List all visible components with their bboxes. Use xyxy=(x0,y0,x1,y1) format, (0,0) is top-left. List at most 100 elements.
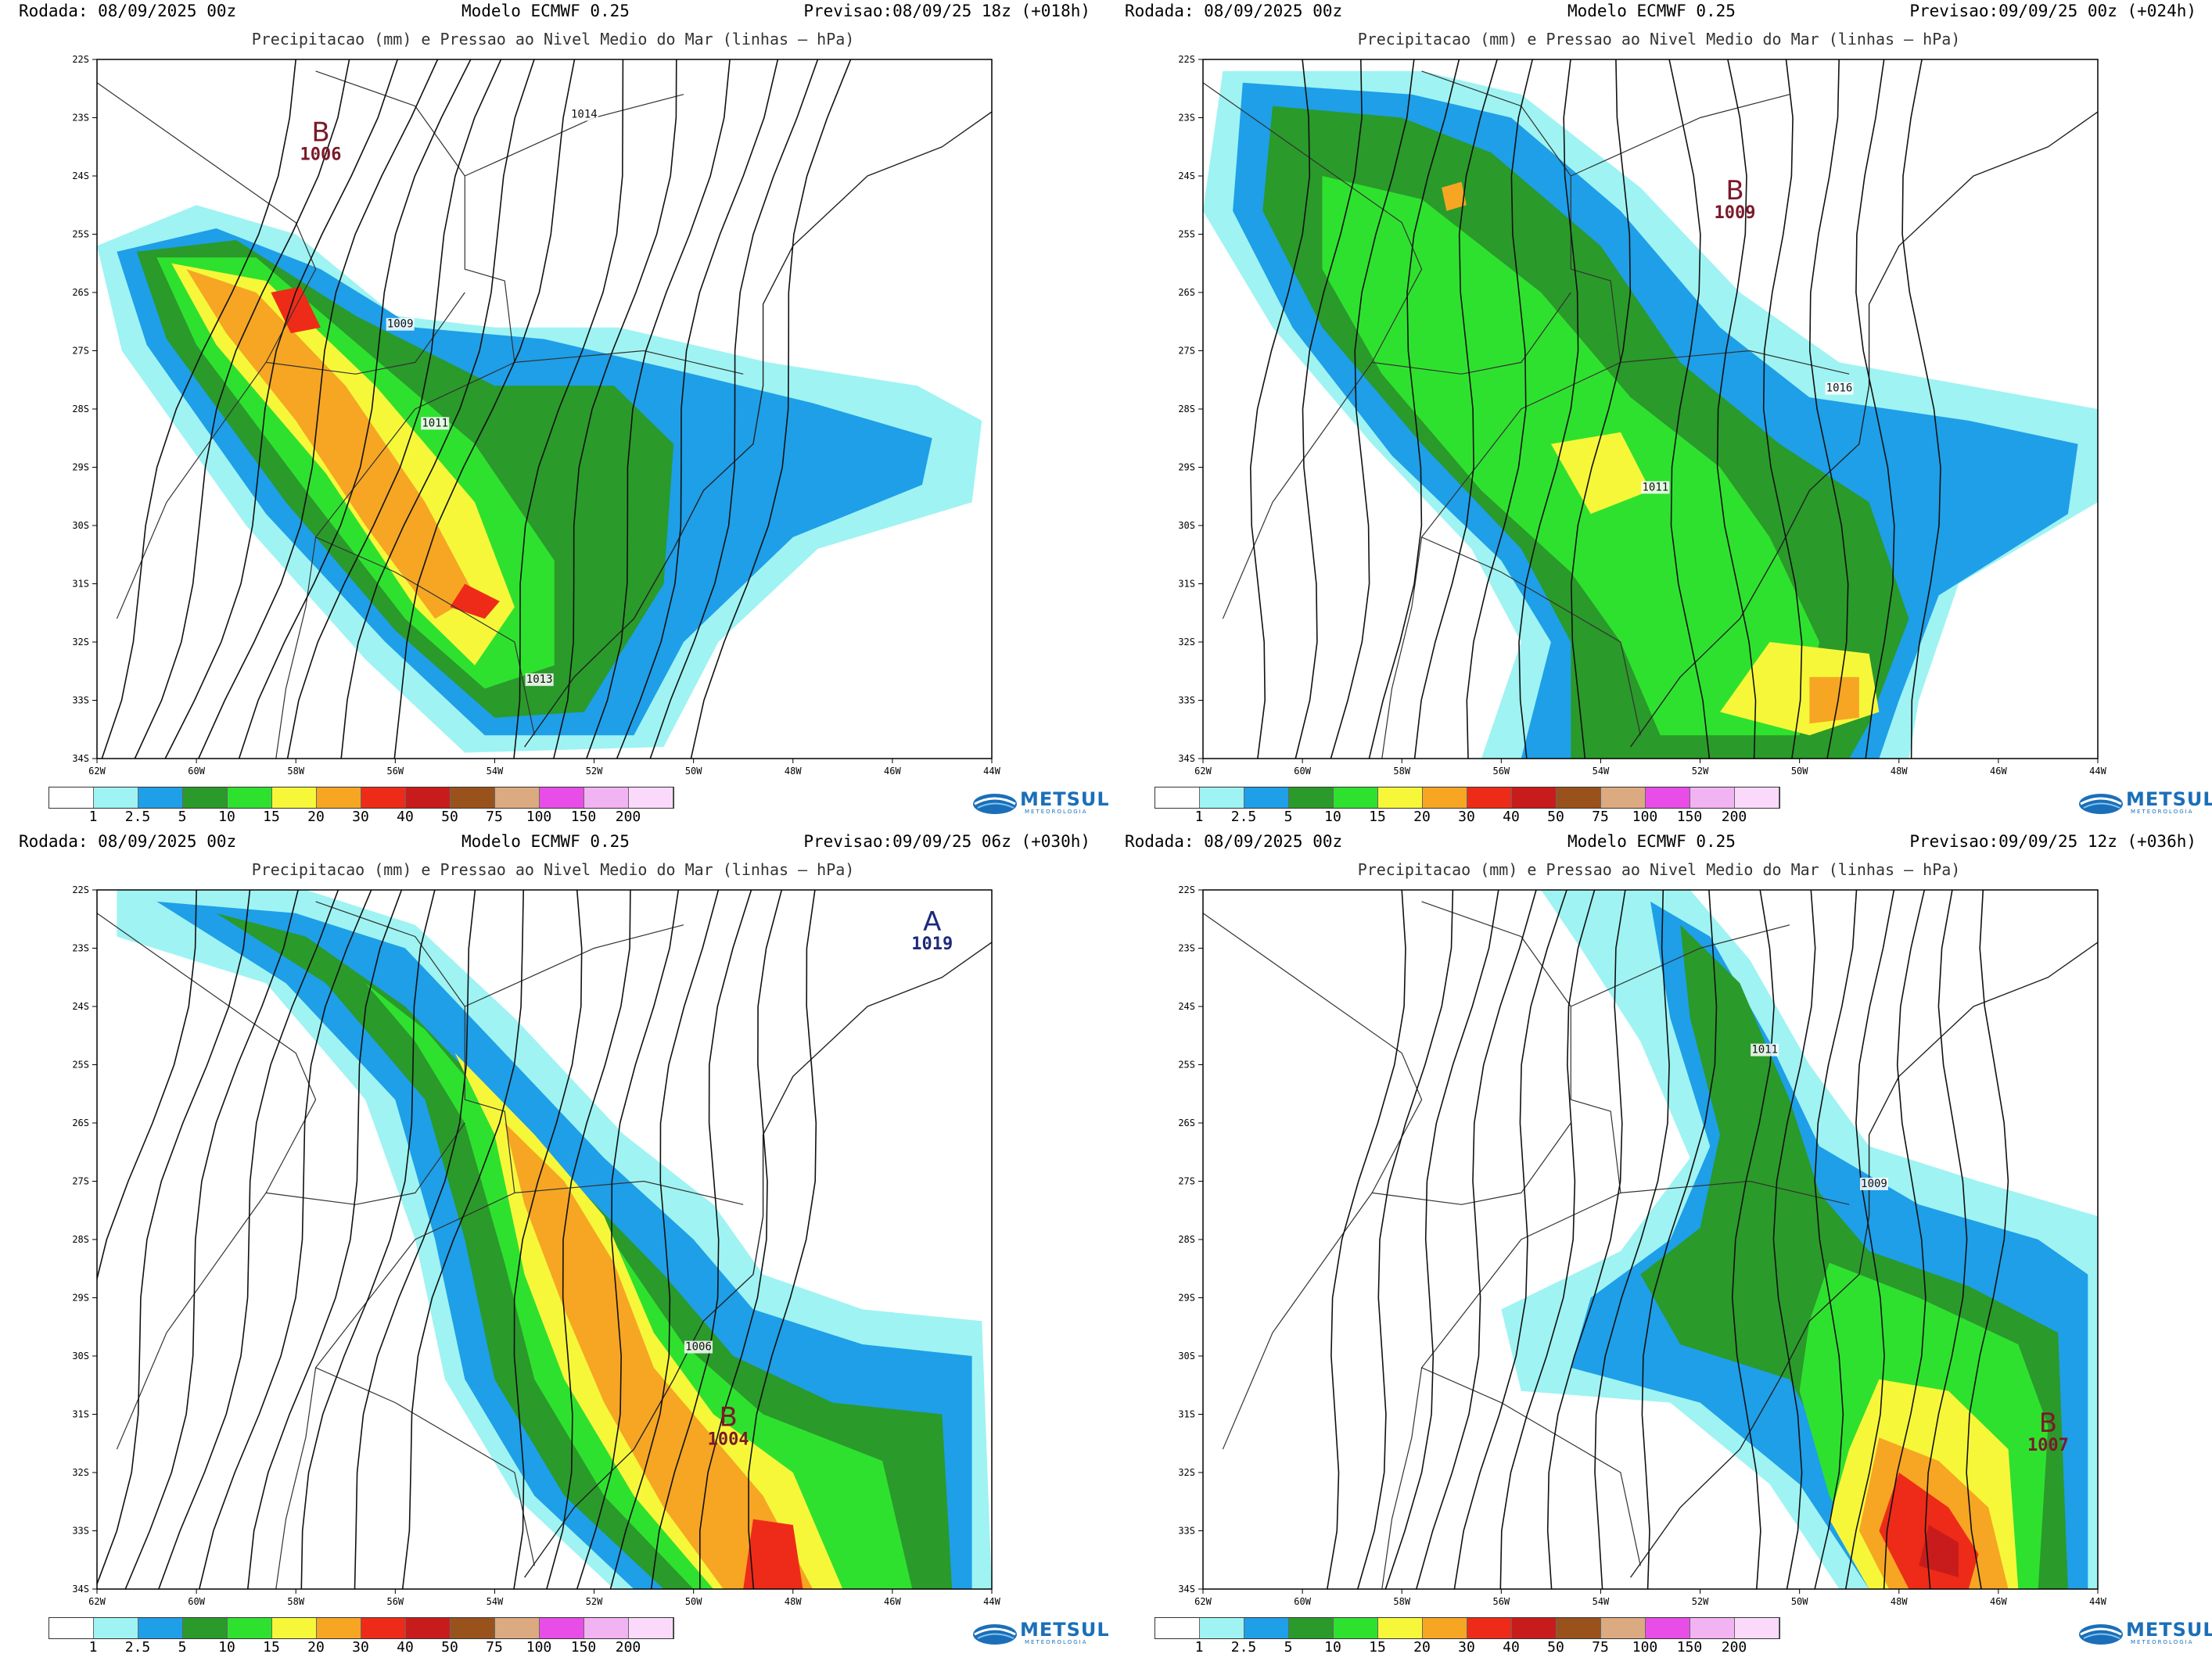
forecast-time-label: Previsao:08/09/25 18z (+018h) xyxy=(803,2,1090,20)
colorbar-swatch xyxy=(228,1618,272,1638)
coastline xyxy=(1630,111,2098,748)
isobar-line xyxy=(164,59,398,759)
colorbar-tick-label: 10 xyxy=(218,809,235,825)
lon-tick-label: 48W xyxy=(1891,766,1908,777)
precipitation-band xyxy=(271,286,321,334)
lat-tick-label: 28S xyxy=(1178,1234,1195,1245)
lat-tick-label: 25S xyxy=(1178,229,1195,240)
isobar-label: 1014 xyxy=(571,109,598,121)
lon-tick-label: 48W xyxy=(785,766,802,777)
isobar-label-bg xyxy=(569,108,598,121)
globe-icon xyxy=(973,1624,1017,1645)
country-border xyxy=(116,1193,267,1450)
isobar-line xyxy=(650,890,752,1589)
colorbar-swatch xyxy=(1512,1618,1557,1638)
country-border xyxy=(1620,350,1850,375)
colorbar-tick-label: 150 xyxy=(570,809,597,825)
colorbar-swatch xyxy=(183,787,228,808)
isobar-line xyxy=(1731,890,1775,1589)
lon-tick-label: 62W xyxy=(1194,1596,1212,1607)
colorbar-tick-label: 50 xyxy=(441,809,458,825)
colorbar-swatch xyxy=(451,787,495,808)
isobar-line xyxy=(199,890,372,1589)
coastline xyxy=(1630,942,2098,1578)
colorbar-swatch xyxy=(540,787,584,808)
lat-tick-label: 23S xyxy=(1178,113,1195,124)
colorbar-tick-label: 1 xyxy=(88,809,98,825)
colorbar-tick-label: 150 xyxy=(1676,1639,1703,1656)
logo-subtitle: METEOROLOGIA xyxy=(2131,1639,2194,1645)
lat-tick-label: 34S xyxy=(72,1584,89,1595)
country-border xyxy=(1571,94,1790,177)
country-border xyxy=(97,913,465,1205)
colorbar-swatch xyxy=(1467,1618,1512,1638)
lat-tick-label: 33S xyxy=(72,1526,89,1537)
isobar-line xyxy=(354,890,476,1589)
lon-tick-label: 44W xyxy=(983,1596,1000,1607)
colorbar-swatch xyxy=(451,1618,495,1638)
colorbar-tick-label: 20 xyxy=(1413,1639,1431,1656)
metsul-logo: METSUL METEOROLOGIA xyxy=(968,1614,1109,1650)
lon-tick-label: 58W xyxy=(1393,766,1410,777)
colorbar-tick-label: 15 xyxy=(1369,809,1386,825)
colorbar-tick-label: 40 xyxy=(1503,809,1520,825)
isobar-line xyxy=(401,890,524,1589)
isobar-line xyxy=(1594,890,1670,1589)
lat-tick-label: 25S xyxy=(72,229,89,240)
lon-tick-label: 52W xyxy=(586,1596,603,1607)
colorbar-tick-label: 75 xyxy=(486,809,503,825)
panel-header: Rodada: 08/09/2025 00z Modelo ECMWF 0.25… xyxy=(0,830,1106,862)
isobar-label: 1011 xyxy=(1751,1044,1778,1057)
lon-tick-label: 50W xyxy=(685,766,702,777)
logo-name: METSUL xyxy=(1020,1619,1110,1641)
lat-tick-label: 29S xyxy=(72,462,89,473)
lat-tick-label: 25S xyxy=(1178,1060,1195,1071)
colorbar-swatch xyxy=(1200,787,1244,808)
country-border xyxy=(1222,1193,1373,1450)
lat-tick-label: 27S xyxy=(1178,1176,1195,1187)
lon-tick-label: 56W xyxy=(1492,1596,1510,1607)
isobar-line xyxy=(1518,59,1579,759)
isobar-label-bg xyxy=(421,417,450,430)
colorbar-swatch xyxy=(540,1618,584,1638)
panel-header: Rodada: 08/09/2025 00z Modelo ECMWF 0.25… xyxy=(1106,0,2212,31)
isobar-label-bg xyxy=(525,673,554,687)
globe-icon xyxy=(2079,794,2123,814)
isobar-label-bg xyxy=(1860,1177,1888,1190)
lat-tick-label: 24S xyxy=(72,170,89,181)
logo-name: METSUL xyxy=(2126,1619,2212,1641)
isobar-line xyxy=(586,59,731,759)
lat-tick-label: 22S xyxy=(1178,54,1195,65)
isobar-line xyxy=(649,59,819,759)
lat-tick-label: 34S xyxy=(72,753,89,764)
colorbar-tick-label: 10 xyxy=(1324,809,1341,825)
coastline xyxy=(524,942,992,1578)
model-label: Modelo ECMWF 0.25 xyxy=(1567,2,1736,20)
isobar-label: 1011 xyxy=(422,417,448,429)
precipitation-field xyxy=(1203,890,2098,1589)
lon-tick-label: 60W xyxy=(1294,766,1311,777)
pressure-center-letter: B xyxy=(1725,175,1743,206)
lon-tick-label: 48W xyxy=(785,1596,802,1607)
lat-tick-label: 31S xyxy=(1178,579,1195,590)
lon-tick-label: 56W xyxy=(386,1596,404,1607)
colorbar-tick-label: 2.5 xyxy=(1230,1639,1257,1656)
lat-tick-label: 33S xyxy=(1178,695,1195,706)
colorbar-tick-label: 20 xyxy=(307,1639,325,1656)
isobar-line xyxy=(1716,59,1757,759)
lat-tick-label: 24S xyxy=(1178,170,1195,181)
pressure-center-letter: B xyxy=(311,117,329,148)
lon-tick-label: 52W xyxy=(1692,1596,1709,1607)
country-border xyxy=(1381,536,1423,759)
precipitation-field xyxy=(97,890,992,1589)
country-border xyxy=(275,536,317,759)
colorbar-tick-label: 1 xyxy=(1194,809,1204,825)
lat-tick-label: 30S xyxy=(1178,1351,1195,1361)
isobar-line xyxy=(1762,59,1803,759)
precipitation-band xyxy=(450,583,500,619)
precipitation-colorbar xyxy=(1154,1617,1780,1639)
isobar-label: 1016 xyxy=(1826,382,1853,395)
country-border xyxy=(1420,901,1641,1566)
lon-tick-label: 52W xyxy=(1692,766,1709,777)
isobar-line xyxy=(1416,890,1537,1589)
